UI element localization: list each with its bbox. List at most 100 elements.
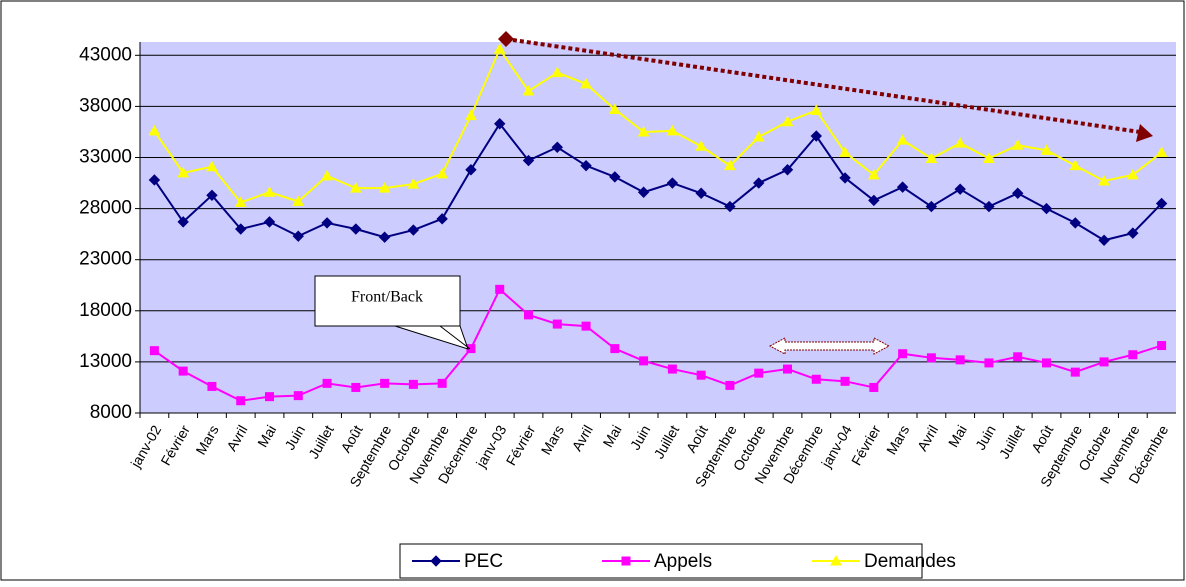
marker xyxy=(378,182,391,193)
marker xyxy=(783,364,792,374)
plot-background xyxy=(140,42,1176,413)
callout-line xyxy=(439,325,471,350)
marker xyxy=(609,171,621,183)
y-tick-label: 8000 xyxy=(90,402,132,423)
marker xyxy=(206,160,218,172)
legend-label: PEC xyxy=(464,551,503,572)
marker xyxy=(522,154,535,167)
marker xyxy=(580,159,592,172)
marker xyxy=(430,555,442,567)
marker xyxy=(725,380,735,390)
marker xyxy=(926,353,936,363)
marker xyxy=(666,124,679,136)
marker xyxy=(349,182,362,193)
marker xyxy=(148,124,161,136)
marker xyxy=(754,368,764,378)
annotation: Front/Back xyxy=(351,289,423,306)
marker xyxy=(1098,174,1110,186)
marker xyxy=(608,103,621,114)
marker xyxy=(177,216,189,228)
marker xyxy=(177,166,190,178)
marker xyxy=(954,137,967,148)
marker xyxy=(292,195,305,206)
plot-area: 800013000180002300028000330003800043000j… xyxy=(79,42,1176,490)
marker xyxy=(1127,227,1139,239)
marker xyxy=(1013,352,1023,362)
y-tick-label: 43000 xyxy=(79,44,132,65)
marker xyxy=(869,382,879,392)
marker xyxy=(235,223,247,235)
marker xyxy=(724,159,736,171)
marker xyxy=(954,183,966,195)
double-arrow xyxy=(768,337,891,355)
marker xyxy=(263,216,276,228)
marker xyxy=(465,164,477,176)
marker xyxy=(955,355,965,365)
marker xyxy=(207,381,217,391)
marker xyxy=(810,130,822,142)
marker xyxy=(1042,358,1051,368)
y-tick-label: 33000 xyxy=(79,147,132,168)
marker xyxy=(407,224,420,236)
marker xyxy=(896,181,909,193)
marker xyxy=(494,118,506,130)
marker xyxy=(695,140,708,151)
marker xyxy=(1069,159,1082,171)
marker xyxy=(321,217,333,229)
marker xyxy=(868,194,880,207)
marker xyxy=(1126,168,1139,180)
y-tick-label: 18000 xyxy=(79,300,132,321)
marker xyxy=(1155,146,1168,157)
marker xyxy=(810,104,823,115)
y-tick-label: 28000 xyxy=(79,198,132,219)
y-tick-label: 13000 xyxy=(79,351,132,372)
marker xyxy=(350,223,362,235)
marker xyxy=(263,186,276,197)
marker xyxy=(495,284,505,294)
marker xyxy=(149,346,159,356)
marker xyxy=(551,141,563,153)
marker xyxy=(292,230,304,242)
marker xyxy=(984,358,994,368)
marker xyxy=(840,376,850,386)
callout-box xyxy=(314,275,461,327)
series-line xyxy=(153,287,1162,402)
marker xyxy=(321,169,333,181)
trend-arrow xyxy=(505,37,1141,134)
marker xyxy=(1069,217,1081,229)
marker xyxy=(983,200,995,213)
marker xyxy=(551,66,564,78)
marker xyxy=(925,152,938,164)
marker xyxy=(380,378,390,388)
marker xyxy=(752,131,765,142)
marker xyxy=(206,189,218,202)
marker xyxy=(830,554,842,566)
marker xyxy=(925,200,938,213)
marker xyxy=(1099,357,1109,367)
marker xyxy=(1155,197,1168,210)
marker xyxy=(695,187,707,199)
marker xyxy=(522,85,535,96)
marker xyxy=(493,43,506,54)
decorations: Front/Back xyxy=(314,31,1153,355)
marker xyxy=(437,378,447,388)
marker xyxy=(1128,350,1138,360)
marker xyxy=(724,200,736,213)
marker xyxy=(667,364,677,374)
marker xyxy=(637,125,650,137)
marker xyxy=(378,231,391,243)
marker xyxy=(581,321,591,331)
marker xyxy=(552,319,562,329)
marker xyxy=(781,164,794,176)
legend-label: Appels xyxy=(654,551,712,572)
y-tick-label: 38000 xyxy=(79,95,132,116)
marker xyxy=(1011,139,1024,150)
marker xyxy=(839,172,851,184)
marker xyxy=(839,146,851,157)
marker xyxy=(753,177,765,189)
marker xyxy=(621,556,631,566)
marker xyxy=(781,115,794,127)
marker xyxy=(610,344,620,354)
marker xyxy=(1070,367,1080,377)
